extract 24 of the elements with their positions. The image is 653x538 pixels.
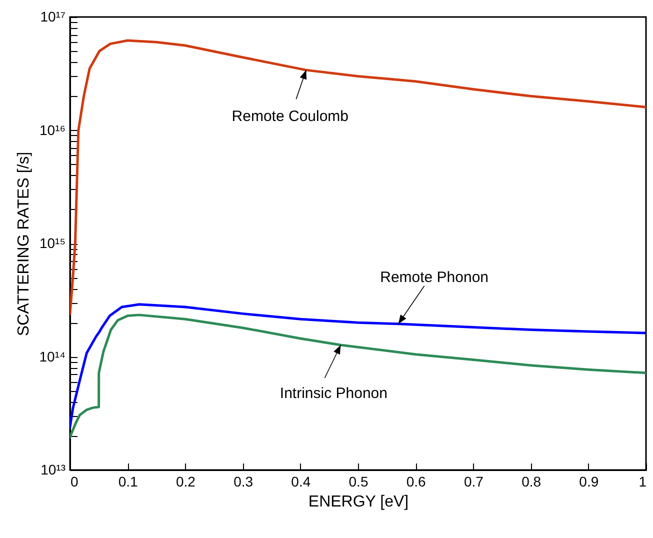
x-tick-label: 0.5 [348, 474, 368, 490]
y-tick-label: 10¹⁷ [40, 8, 66, 24]
x-tick-label: 0.7 [464, 474, 484, 490]
x-tick-label: 0.6 [406, 474, 426, 490]
y-tick-label: 10¹⁶ [40, 122, 66, 138]
x-tick-label: 0 [70, 474, 78, 490]
x-tick-label: 0.8 [522, 474, 542, 490]
text: Intrinsic Phonon [280, 384, 388, 402]
x-tick-label: 0.4 [291, 474, 311, 490]
line-series [70, 39, 646, 315]
y-tick-label: 10¹³ [40, 462, 66, 478]
x-tick-label: 0.9 [579, 474, 599, 490]
x-tick-label: 0.2 [176, 474, 196, 490]
y-tick-label: 10¹⁴ [39, 348, 66, 364]
line-series [70, 314, 646, 438]
x-axis-title: ENERGY [eV] [308, 494, 409, 510]
x-tick-label: 0.3 [234, 474, 254, 490]
y-axis-title: SCATTERING RATES [/s] [15, 152, 32, 336]
y-tick-label: 10¹⁵ [39, 235, 66, 251]
text: Remote Phonon [380, 268, 489, 286]
text: Remote Coulomb [232, 108, 349, 126]
line-series [70, 303, 646, 428]
x-tick-label: 0.1 [118, 474, 138, 490]
x-tick-label: 1 [638, 474, 647, 490]
